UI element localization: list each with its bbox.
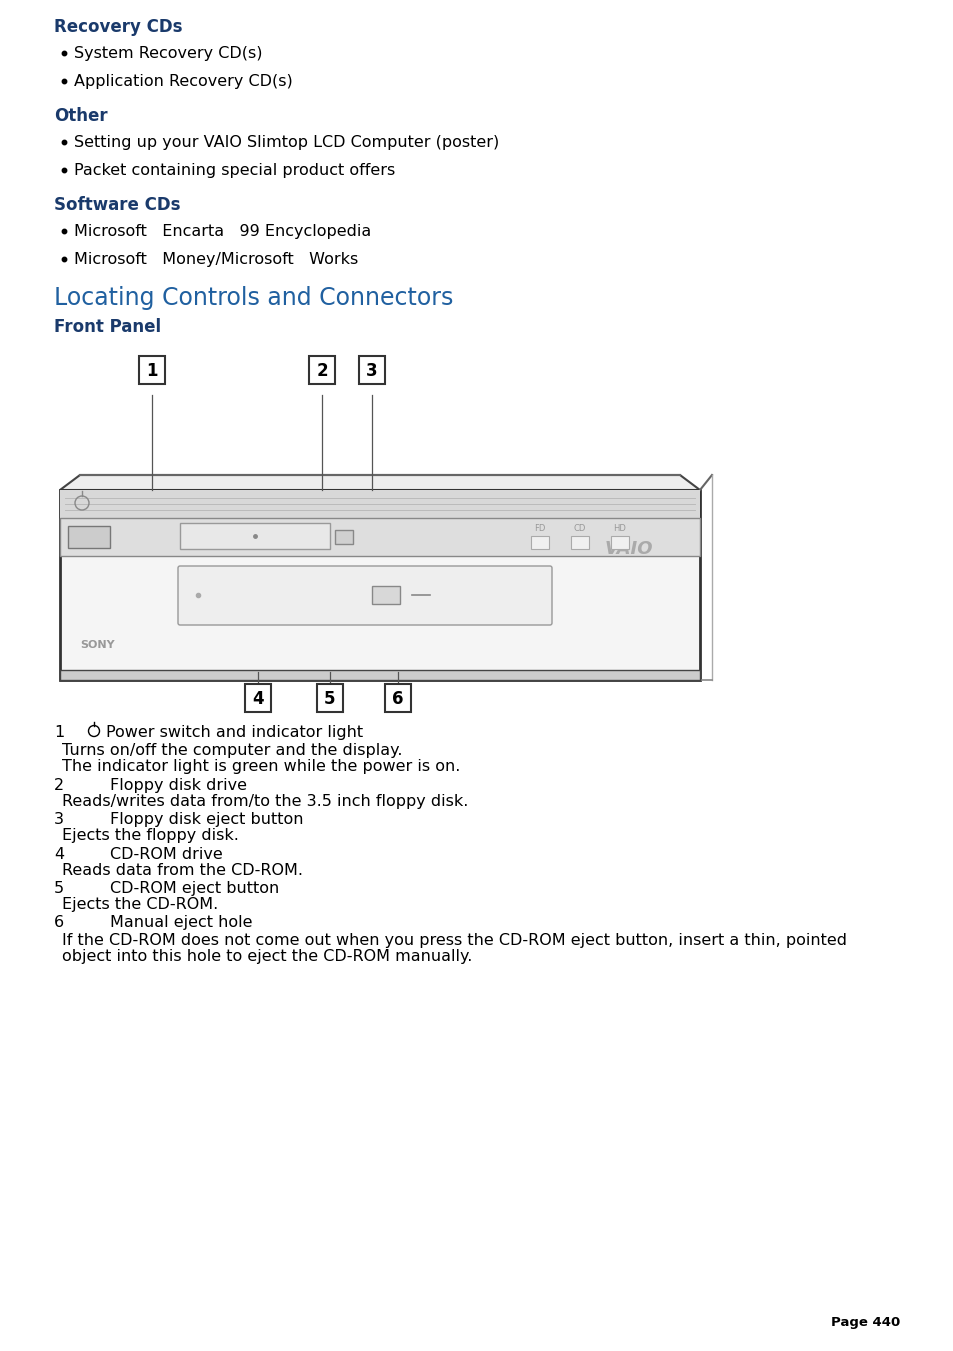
Text: Setting up your VAIO Slimtop LCD Computer (poster): Setting up your VAIO Slimtop LCD Compute… bbox=[74, 135, 498, 150]
Text: Floppy disk eject button: Floppy disk eject button bbox=[110, 812, 303, 827]
Text: 4: 4 bbox=[252, 690, 264, 708]
Text: 4: 4 bbox=[54, 847, 64, 862]
Text: 2: 2 bbox=[315, 362, 328, 380]
Bar bbox=[60, 490, 700, 680]
Bar bbox=[610, 536, 628, 549]
Bar bbox=[316, 684, 343, 712]
Bar bbox=[68, 526, 110, 549]
Text: Manual eject hole: Manual eject hole bbox=[110, 915, 253, 929]
Bar bbox=[180, 523, 330, 549]
Text: Application Recovery CD(s): Application Recovery CD(s) bbox=[74, 74, 293, 89]
Bar bbox=[531, 536, 548, 549]
Text: 3: 3 bbox=[366, 362, 377, 380]
Bar bbox=[245, 684, 271, 712]
Text: 6: 6 bbox=[392, 690, 403, 708]
Text: FD: FD bbox=[534, 524, 545, 534]
Bar bbox=[60, 670, 700, 680]
Text: Front Panel: Front Panel bbox=[54, 317, 161, 336]
Text: 1: 1 bbox=[54, 725, 64, 740]
Bar bbox=[372, 586, 400, 604]
Text: 2: 2 bbox=[54, 778, 64, 793]
Text: 5: 5 bbox=[54, 881, 64, 896]
Text: Turns on/off the computer and the display.: Turns on/off the computer and the displa… bbox=[62, 743, 402, 758]
Polygon shape bbox=[60, 476, 700, 490]
Text: Recovery CDs: Recovery CDs bbox=[54, 18, 182, 36]
FancyBboxPatch shape bbox=[178, 566, 552, 626]
Text: object into this hole to eject the CD-ROM manually.: object into this hole to eject the CD-RO… bbox=[62, 948, 472, 965]
Text: Reads/writes data from/to the 3.5 inch floppy disk.: Reads/writes data from/to the 3.5 inch f… bbox=[62, 794, 468, 809]
Text: CD-ROM drive: CD-ROM drive bbox=[110, 847, 222, 862]
Text: Software CDs: Software CDs bbox=[54, 196, 180, 213]
Bar bbox=[309, 355, 335, 384]
Text: 5: 5 bbox=[324, 690, 335, 708]
Text: SONY: SONY bbox=[80, 640, 114, 650]
Text: Other: Other bbox=[54, 107, 108, 126]
Bar bbox=[139, 355, 165, 384]
Text: 3: 3 bbox=[54, 812, 64, 827]
Text: The indicator light is green while the power is on.: The indicator light is green while the p… bbox=[62, 759, 460, 774]
Text: Ejects the CD-ROM.: Ejects the CD-ROM. bbox=[62, 897, 218, 912]
Text: If the CD-ROM does not come out when you press the CD-ROM eject button, insert a: If the CD-ROM does not come out when you… bbox=[62, 934, 846, 948]
Bar bbox=[571, 536, 588, 549]
Bar bbox=[60, 517, 700, 557]
Text: Power switch and indicator light: Power switch and indicator light bbox=[106, 725, 363, 740]
Text: Page 440: Page 440 bbox=[830, 1316, 899, 1329]
Text: VAIO: VAIO bbox=[604, 540, 653, 558]
Bar bbox=[335, 530, 353, 544]
Text: CD-ROM eject button: CD-ROM eject button bbox=[110, 881, 279, 896]
Text: CD: CD bbox=[573, 524, 585, 534]
Bar bbox=[385, 684, 411, 712]
Text: Ejects the floppy disk.: Ejects the floppy disk. bbox=[62, 828, 238, 843]
Bar bbox=[358, 355, 385, 384]
Text: Reads data from the CD-ROM.: Reads data from the CD-ROM. bbox=[62, 863, 303, 878]
Text: Locating Controls and Connectors: Locating Controls and Connectors bbox=[54, 286, 453, 309]
Text: HD: HD bbox=[613, 524, 626, 534]
Text: Microsoft   Money/Microsoft   Works: Microsoft Money/Microsoft Works bbox=[74, 253, 358, 267]
Text: Packet containing special product offers: Packet containing special product offers bbox=[74, 163, 395, 178]
Text: 1: 1 bbox=[146, 362, 157, 380]
Text: Floppy disk drive: Floppy disk drive bbox=[110, 778, 247, 793]
Text: 6: 6 bbox=[54, 915, 64, 929]
Bar bbox=[60, 490, 700, 517]
Text: Microsoft   Encarta   99 Encyclopedia: Microsoft Encarta 99 Encyclopedia bbox=[74, 224, 371, 239]
Text: System Recovery CD(s): System Recovery CD(s) bbox=[74, 46, 262, 61]
